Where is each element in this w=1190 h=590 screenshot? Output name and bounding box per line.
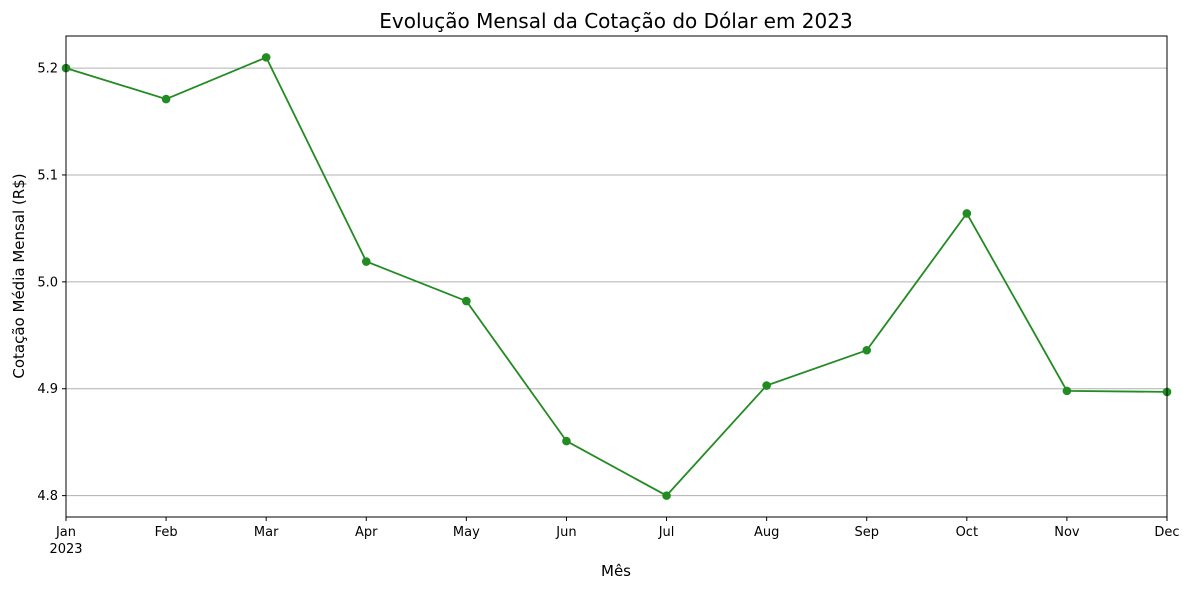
data-point <box>1062 386 1072 396</box>
series-line-path <box>65 56 1168 497</box>
x-tick-label: Mar <box>254 525 279 540</box>
chart-title: Evolução Mensal da Cotação do Dólar em 2… <box>379 9 852 33</box>
y-tick-label: 5.0 <box>37 275 58 290</box>
grid-lines <box>66 67 1167 497</box>
x-tick-label: Jan <box>55 525 76 540</box>
data-point <box>462 296 471 306</box>
y-axis-label: Cotação Média Mensal (R$) <box>10 173 28 378</box>
x-tick-label: Apr <box>355 525 378 540</box>
data-point <box>762 381 771 390</box>
x-tick-year-label: 2023 <box>49 542 82 557</box>
data-point <box>862 345 872 355</box>
x-axis-ticks: Jan Feb Mar Apr May Jun Jul Aug Sep Oct Nov Dec 2023 <box>49 517 1180 557</box>
series-line <box>61 53 1172 500</box>
x-axis-label: Mês <box>601 562 631 580</box>
x-tick-label: Feb <box>155 525 178 540</box>
data-point <box>161 94 171 104</box>
data-point <box>962 209 972 218</box>
plot-frame <box>65 35 1168 518</box>
x-tick-label: Dec <box>1154 525 1179 540</box>
x-tick-label: May <box>453 525 480 540</box>
y-tick-label: 4.8 <box>37 489 58 504</box>
data-point <box>261 53 271 62</box>
x-tick-label: Oct <box>956 525 978 540</box>
y-axis-ticks: 4.8 4.9 5.0 5.1 5.2 <box>37 62 66 504</box>
y-tick-label: 5.1 <box>37 168 58 183</box>
x-tick-label: Jun <box>555 525 576 540</box>
data-point <box>361 257 371 266</box>
y-tick-label: 4.9 <box>37 382 58 397</box>
x-tick-label: Jul <box>658 525 675 540</box>
x-tick-label: Nov <box>1054 525 1080 540</box>
x-tick-label: Sep <box>854 525 879 540</box>
data-point <box>562 436 571 446</box>
y-tick-label: 5.2 <box>37 62 58 77</box>
data-point <box>662 491 671 500</box>
x-tick-label: Aug <box>754 525 779 540</box>
